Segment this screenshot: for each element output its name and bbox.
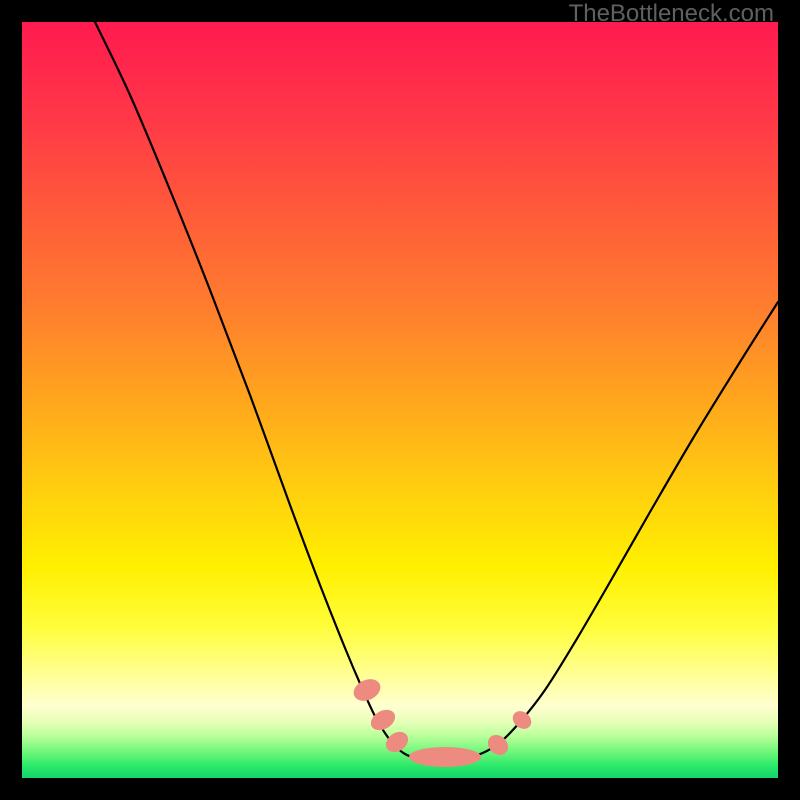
plot-area: [22, 22, 778, 778]
frame-right: [778, 0, 800, 800]
frame-bottom: [0, 778, 800, 800]
watermark-text: TheBottleneck.com: [569, 0, 774, 28]
frame-left: [0, 0, 22, 800]
